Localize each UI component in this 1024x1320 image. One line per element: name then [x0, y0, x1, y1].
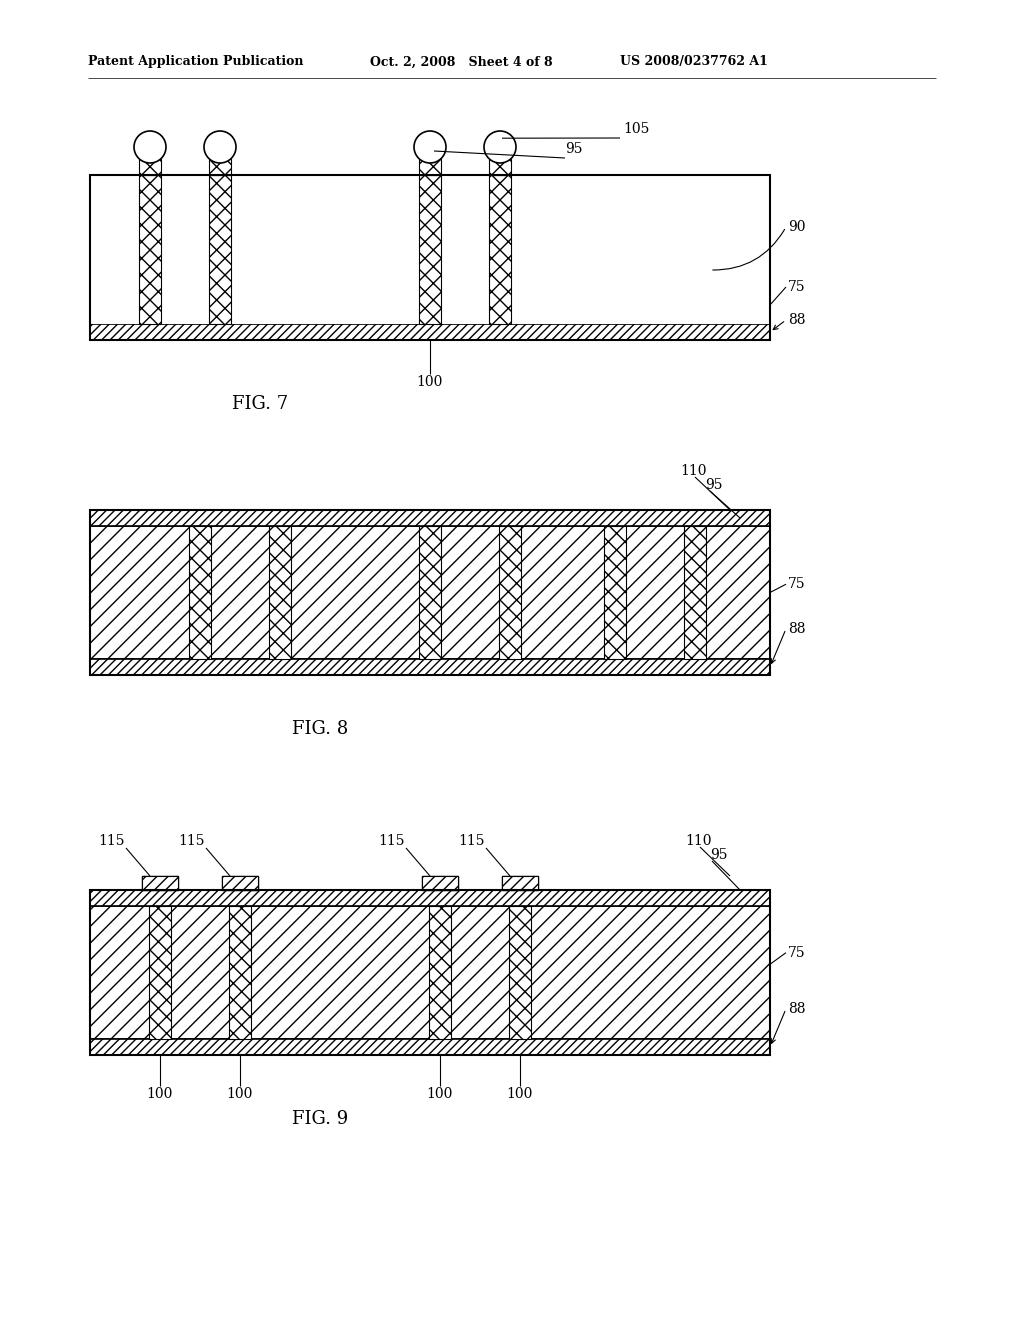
Circle shape — [134, 131, 166, 162]
Text: 110: 110 — [685, 834, 712, 847]
Bar — [419, 176, 441, 323]
Bar — [422, 876, 458, 890]
Bar — [604, 525, 626, 659]
Bar — [142, 876, 178, 890]
Bar — [489, 158, 511, 176]
Bar — [90, 1039, 770, 1055]
Bar — [139, 158, 161, 176]
Bar — [150, 906, 171, 1039]
Text: 75: 75 — [788, 945, 806, 960]
Text: 100: 100 — [417, 375, 443, 389]
Bar — [509, 906, 531, 1039]
Circle shape — [204, 131, 236, 162]
Bar — [209, 158, 231, 176]
Text: 105: 105 — [623, 121, 649, 136]
Text: 75: 75 — [788, 280, 806, 294]
Bar — [90, 510, 770, 675]
Circle shape — [484, 131, 516, 162]
Bar — [209, 176, 231, 323]
Text: 75: 75 — [788, 577, 806, 591]
Text: 110: 110 — [680, 465, 707, 478]
Bar — [502, 876, 538, 890]
Bar — [90, 890, 770, 906]
Bar — [489, 176, 511, 323]
Text: 115: 115 — [379, 834, 406, 847]
Text: FIG. 8: FIG. 8 — [292, 719, 348, 738]
Bar — [502, 876, 538, 890]
Bar — [684, 525, 706, 659]
Bar — [222, 876, 258, 890]
Text: US 2008/0237762 A1: US 2008/0237762 A1 — [620, 55, 768, 69]
Text: 115: 115 — [178, 834, 205, 847]
Text: 100: 100 — [507, 1086, 534, 1101]
Text: 100: 100 — [427, 1086, 454, 1101]
Text: 115: 115 — [459, 834, 485, 847]
Bar — [90, 510, 770, 525]
Text: 100: 100 — [146, 1086, 173, 1101]
Text: 95: 95 — [705, 478, 723, 492]
Bar — [422, 876, 458, 890]
Bar — [90, 659, 770, 675]
Bar — [419, 525, 441, 659]
Bar — [269, 525, 291, 659]
Bar — [90, 906, 770, 1039]
Bar — [419, 158, 441, 176]
Text: Patent Application Publication: Patent Application Publication — [88, 55, 303, 69]
Bar — [90, 176, 770, 341]
Bar — [222, 876, 258, 890]
Bar — [189, 525, 211, 659]
Text: Oct. 2, 2008   Sheet 4 of 8: Oct. 2, 2008 Sheet 4 of 8 — [370, 55, 553, 69]
Bar — [429, 906, 451, 1039]
Bar — [90, 176, 770, 323]
Text: 115: 115 — [98, 834, 125, 847]
Bar — [90, 890, 770, 1055]
Bar — [142, 876, 178, 890]
Text: 90: 90 — [788, 220, 806, 234]
Text: 100: 100 — [226, 1086, 253, 1101]
Text: 88: 88 — [788, 313, 806, 327]
Text: FIG. 9: FIG. 9 — [292, 1110, 348, 1129]
Bar — [90, 176, 770, 323]
Text: 95: 95 — [565, 143, 583, 156]
Text: 88: 88 — [788, 1002, 806, 1016]
Bar — [139, 176, 161, 323]
Bar — [499, 525, 521, 659]
Bar — [229, 906, 251, 1039]
Bar — [90, 323, 770, 341]
Text: 95: 95 — [710, 847, 727, 862]
Circle shape — [414, 131, 446, 162]
Text: FIG. 7: FIG. 7 — [232, 395, 288, 413]
Text: 88: 88 — [788, 622, 806, 636]
Bar — [90, 525, 770, 659]
